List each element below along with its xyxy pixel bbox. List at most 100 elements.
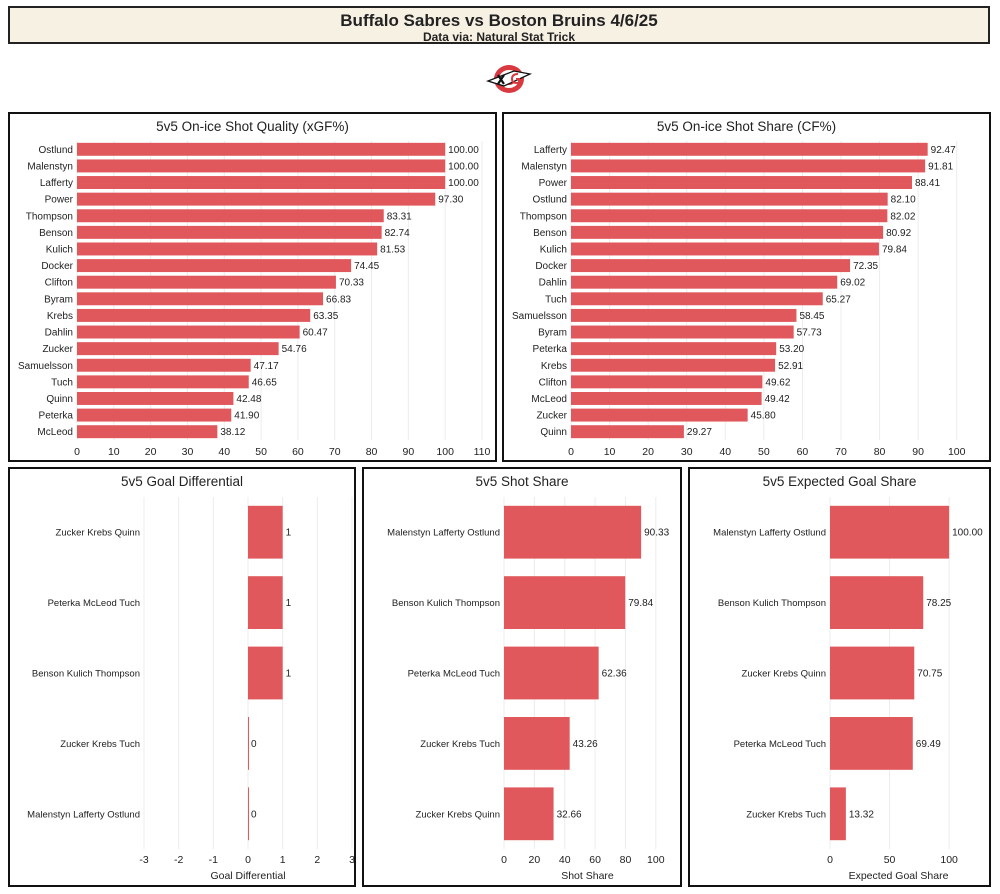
- data-label: 60.47: [303, 328, 328, 339]
- category-label: Krebs: [541, 361, 567, 372]
- tick-label: 100: [647, 854, 665, 866]
- bar: [77, 225, 382, 239]
- bar: [248, 717, 249, 770]
- bar: [504, 787, 554, 841]
- tick-label: 60: [589, 854, 601, 866]
- tick-label: 50: [758, 446, 770, 458]
- bar: [77, 192, 436, 206]
- tick-label: 3: [349, 854, 354, 866]
- data-label: 88.41: [915, 178, 940, 189]
- bar: [830, 787, 846, 841]
- tick-label: 0: [245, 854, 251, 866]
- tick-label: 10: [108, 446, 120, 458]
- category-label: Thompson: [520, 211, 567, 222]
- bar: [571, 308, 797, 322]
- bar: [571, 142, 928, 156]
- bar: [77, 242, 378, 256]
- category-label: Lafferty: [534, 145, 567, 156]
- tick-label: 40: [559, 854, 571, 866]
- data-label: 0: [251, 739, 257, 750]
- tick-label: 110: [474, 446, 491, 458]
- data-label: 81.53: [380, 244, 405, 255]
- bar: [77, 142, 446, 156]
- category-label: Tuch: [51, 377, 73, 388]
- data-label: 82.02: [890, 211, 915, 222]
- chart-title-ss: 5v5 Shot Share: [475, 474, 569, 489]
- chart-ss: 0 20 40 60 80 100 Malenstyn Lafferty Ostlund 90…: [387, 497, 670, 882]
- tick-label: 80: [620, 854, 632, 866]
- data-label: 92.47: [931, 145, 956, 156]
- category-label: Clifton: [539, 377, 567, 388]
- tick-label: 0: [501, 854, 507, 866]
- category-label: Lafferty: [40, 178, 73, 189]
- data-label: 70.33: [339, 278, 364, 289]
- data-label: 13.32: [849, 809, 874, 820]
- category-label: McLeod: [37, 427, 73, 438]
- chart-title-gd: 5v5 Goal Differential: [120, 474, 244, 489]
- bar: [571, 225, 884, 239]
- tick-label: 0: [74, 446, 80, 458]
- data-label: 52.91: [778, 361, 803, 372]
- data-label: 0: [251, 809, 257, 820]
- data-label: 57.73: [797, 328, 822, 339]
- tick-label: 90: [403, 446, 415, 458]
- bar: [77, 342, 279, 356]
- category-label: Zucker: [536, 411, 567, 422]
- data-label: 97.30: [438, 195, 463, 206]
- category-label: Tuch: [545, 294, 567, 305]
- bar: [77, 391, 234, 405]
- bar: [77, 325, 300, 339]
- tick-label: 100: [436, 446, 454, 458]
- tick-label: 0: [827, 854, 833, 866]
- data-label: 46.65: [252, 377, 277, 388]
- data-label: 45.80: [751, 411, 776, 422]
- header-banner: Buffalo Sabres vs Boston Bruins 4/6/25 D…: [8, 6, 990, 44]
- data-label: 32.66: [557, 809, 582, 820]
- data-label: 41.90: [234, 411, 259, 422]
- bar: [77, 292, 324, 306]
- category-label: Ostlund: [533, 195, 567, 206]
- category-label: Zucker Krebs Tuch: [746, 809, 826, 820]
- category-label: Zucker Krebs Quinn: [56, 528, 140, 539]
- panel-xgf: 5v5 On-ice Shot Quality (xGF%) 0 10 20 30 40…: [8, 112, 497, 462]
- tick-label: 20: [145, 446, 157, 458]
- bar: [571, 391, 762, 405]
- bar: [504, 646, 599, 700]
- category-label: Malenstyn Lafferty Ostlund: [713, 528, 826, 539]
- tick-label: 100: [940, 854, 958, 866]
- page-title: Buffalo Sabres vs Boston Bruins 4/6/25: [340, 11, 658, 30]
- data-label: 83.31: [387, 211, 412, 222]
- bar: [504, 505, 642, 559]
- data-label: 80.92: [886, 228, 911, 239]
- tick-label: 30: [182, 446, 194, 458]
- category-label: Power: [45, 195, 74, 206]
- tick-label: 0: [568, 446, 574, 458]
- bar: [571, 292, 823, 306]
- tick-label: 1: [280, 854, 286, 866]
- bar: [504, 717, 570, 770]
- data-label: 69.02: [840, 278, 865, 289]
- tick-label: 40: [218, 446, 230, 458]
- category-label: Dahlin: [539, 278, 567, 289]
- tick-label: 60: [797, 446, 809, 458]
- category-label: Zucker Krebs Quinn: [416, 809, 500, 820]
- bar: [571, 192, 888, 206]
- tick-label: 20: [642, 446, 654, 458]
- bar: [571, 425, 684, 439]
- category-label: Clifton: [45, 278, 73, 289]
- bar: [571, 259, 851, 273]
- category-label: Benson Kulich Thompson: [392, 598, 500, 609]
- data-label: 38.12: [220, 427, 245, 438]
- data-label: 1: [286, 598, 292, 609]
- tick-label: 80: [366, 446, 378, 458]
- category-label: Peterka: [533, 344, 568, 355]
- bar: [830, 505, 950, 559]
- data-label: 29.27: [687, 427, 712, 438]
- bar: [248, 787, 249, 841]
- category-label: Byram: [538, 328, 567, 339]
- tick-label: 90: [912, 446, 924, 458]
- category-label: Kulich: [46, 244, 73, 255]
- axis-label: Shot Share: [561, 870, 614, 882]
- data-label: 69.49: [916, 739, 941, 750]
- tick-label: -3: [139, 854, 148, 866]
